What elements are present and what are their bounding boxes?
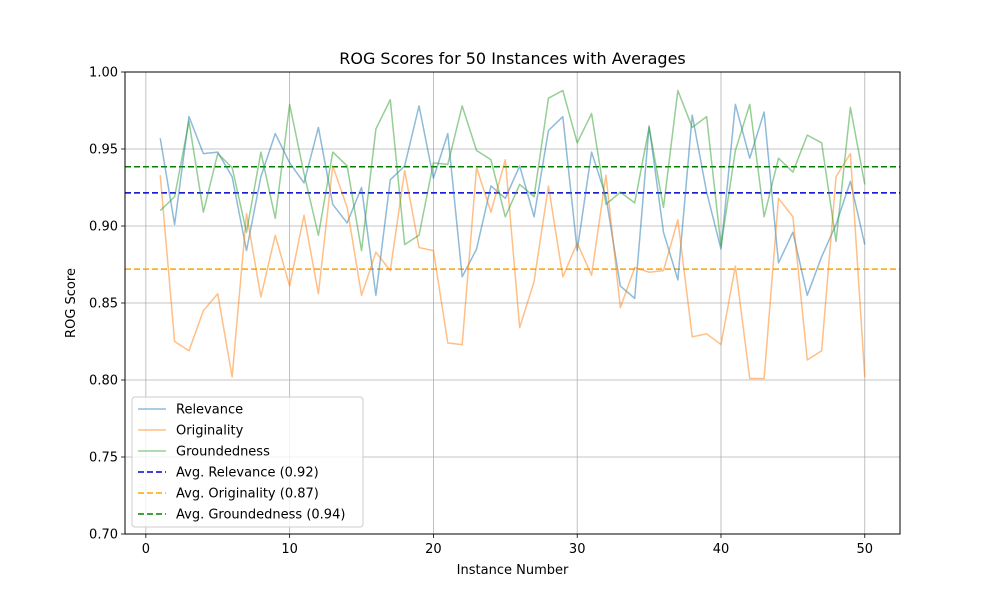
y-tick-label: 0.95 <box>89 143 118 158</box>
y-tick-label: 0.85 <box>89 297 118 312</box>
x-tick-label: 0 <box>142 542 150 557</box>
y-tick-label: 1.00 <box>89 66 118 81</box>
legend-label: Avg. Originality (0.87) <box>176 487 319 502</box>
y-tick-label: 0.70 <box>89 528 118 543</box>
legend-label: Avg. Relevance (0.92) <box>176 466 319 481</box>
y-tick-label: 0.80 <box>89 374 118 389</box>
y-tick-label: 0.75 <box>89 451 118 466</box>
x-tick-label: 30 <box>569 542 586 557</box>
legend-label: Groundedness <box>176 445 270 460</box>
legend-label: Originality <box>176 424 244 439</box>
x-tick-label: 20 <box>425 542 442 557</box>
x-tick-label: 50 <box>856 542 873 557</box>
y-axis-label: ROG Score <box>64 268 79 338</box>
x-axis-ticks: 0 10 20 30 40 50 <box>142 534 873 557</box>
legend-label: Relevance <box>176 403 243 418</box>
x-tick-label: 40 <box>713 542 730 557</box>
y-axis-ticks: 0.70 0.75 0.80 0.85 0.90 0.95 1.00 <box>89 66 125 543</box>
series-lines <box>159 89 866 380</box>
series-line-originality <box>159 152 866 380</box>
legend-box <box>131 396 364 528</box>
x-tick-label: 10 <box>281 542 298 557</box>
legend-label: Avg. Groundedness (0.94) <box>176 508 345 523</box>
x-axis-label: Instance Number <box>457 563 569 578</box>
legend: Relevance Originality Groundedness Avg. Rel… <box>131 396 364 528</box>
y-tick-label: 0.90 <box>89 220 118 235</box>
series-line-groundedness <box>159 89 866 252</box>
series-line-relevance <box>159 103 866 300</box>
chart-title: ROG Scores for 50 Instances with Average… <box>339 49 686 68</box>
